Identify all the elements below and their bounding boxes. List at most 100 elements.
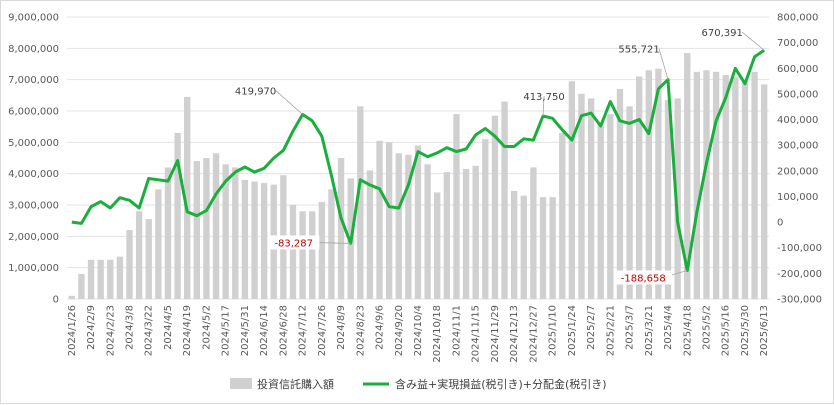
bar: [184, 96, 191, 300]
bar: [712, 71, 720, 299]
bar: [87, 259, 95, 299]
bar: [164, 167, 172, 299]
bar: [376, 140, 383, 299]
bar: [491, 115, 499, 299]
data-annotations: 419,970 -83,287 413,750 555,721 -188,658 670,…: [235, 28, 765, 285]
annotation-label: -188,658: [621, 273, 666, 284]
bar: [549, 197, 556, 299]
bar-series: [68, 53, 768, 300]
x-tick-label: 2024/10/18: [432, 305, 443, 363]
bar: [482, 139, 489, 299]
x-tick-label: 2024/10/4: [413, 305, 424, 356]
left-tick-label: 9,000,000: [8, 13, 59, 24]
bar: [135, 211, 143, 299]
x-tick-label: 2024/5/31: [240, 305, 251, 356]
x-tick-label: 2024/7/12: [298, 305, 309, 356]
x-tick-label: 2024/8/23: [355, 305, 366, 356]
x-tick-label: 2024/2/9: [86, 305, 97, 350]
annotation-leader: [658, 48, 669, 80]
x-tick-label: 2024/9/6: [375, 305, 386, 350]
bar: [741, 81, 749, 299]
x-tick-label: 2025/5/16: [721, 305, 732, 356]
x-tick-label: 2025/6/13: [759, 305, 770, 356]
left-tick-label: 6,000,000: [8, 107, 59, 118]
bar: [97, 259, 104, 299]
right-tick-label: 700,000: [777, 38, 818, 49]
bar: [761, 84, 768, 299]
x-tick-label: 2024/11/15: [471, 305, 482, 363]
x-tick-label: 2024/3/8: [125, 305, 136, 350]
annotation-leader: [741, 31, 765, 51]
x-tick-label: 2024/11/29: [490, 305, 501, 363]
bar: [539, 197, 547, 299]
annotation-leader: [542, 96, 545, 117]
right-tick-label: -200,000: [777, 269, 822, 280]
annotation-label: 413,750: [523, 92, 564, 103]
x-tick-label: 2025/3/21: [644, 305, 655, 356]
x-tick-label: 2025/2/21: [605, 305, 616, 356]
annotation-bg: [267, 235, 320, 250]
bar: [501, 101, 508, 299]
bar: [587, 98, 595, 299]
bar: [328, 189, 335, 299]
bar: [597, 121, 604, 299]
bar: [703, 70, 710, 300]
bar: [732, 76, 739, 300]
x-tick-label: 2025/5/2: [701, 305, 712, 350]
annotation-leader: [275, 90, 303, 115]
bar: [462, 168, 470, 299]
bar: [645, 70, 652, 300]
right-tick-label: 600,000: [777, 64, 818, 75]
bar: [78, 273, 85, 299]
bar: [616, 89, 624, 299]
x-tick-label: 2025/3/7: [625, 305, 636, 350]
annotation-label: 555,721: [618, 45, 659, 56]
right-tick-label: 300,000: [777, 141, 818, 152]
bar: [453, 114, 460, 299]
left-tick-label: 8,000,000: [8, 44, 59, 55]
profit-line: [71, 48, 766, 272]
x-tick-label: 2024/3/22: [144, 305, 155, 356]
x-tick-label: 2024/2/23: [105, 305, 116, 356]
bar: [357, 106, 364, 299]
annotation-label: 670,391: [702, 28, 743, 39]
bar: [607, 114, 614, 299]
bar: [520, 195, 527, 299]
bar: [116, 256, 124, 299]
bar: [174, 132, 181, 299]
bar: [241, 179, 249, 299]
bar: [664, 100, 672, 300]
bar: [318, 201, 326, 299]
bar: [424, 164, 431, 299]
bar: [251, 181, 258, 299]
bar: [126, 230, 133, 299]
bar: [530, 167, 537, 299]
x-tick-label: 2025/2/7: [586, 305, 597, 350]
right-tick-label: 400,000: [777, 115, 818, 126]
x-tick-label: 2024/11/1: [451, 305, 462, 356]
left-axis: 0 1,000,000 2,000,000 3,000,000 4,000,000 5,0…: [8, 13, 59, 306]
bar: [655, 68, 662, 299]
annotation-bg: [614, 270, 673, 285]
bar: [636, 76, 643, 300]
x-tick-label: 2024/7/26: [317, 305, 328, 356]
bar: [405, 154, 412, 299]
x-tick-label: 2024/9/20: [394, 305, 405, 356]
bar: [366, 170, 374, 299]
left-tick-label: 3,000,000: [8, 201, 59, 212]
left-tick-label: 0: [53, 295, 59, 306]
left-tick-label: 5,000,000: [8, 138, 59, 149]
bar: [578, 93, 585, 300]
bar: [395, 153, 402, 299]
left-tick-label: 2,000,000: [8, 232, 59, 243]
line-series: [71, 48, 766, 272]
bar: [222, 164, 229, 299]
x-tick-label: 2025/4/4: [663, 305, 674, 350]
x-tick-label: 2024/4/5: [163, 305, 174, 350]
bar: [559, 132, 566, 299]
legend: 投資信託購入額 含み益+実現損益(税引き)+分配金(税引き): [230, 377, 607, 391]
bar: [289, 205, 297, 299]
right-tick-label: 0: [777, 218, 783, 229]
